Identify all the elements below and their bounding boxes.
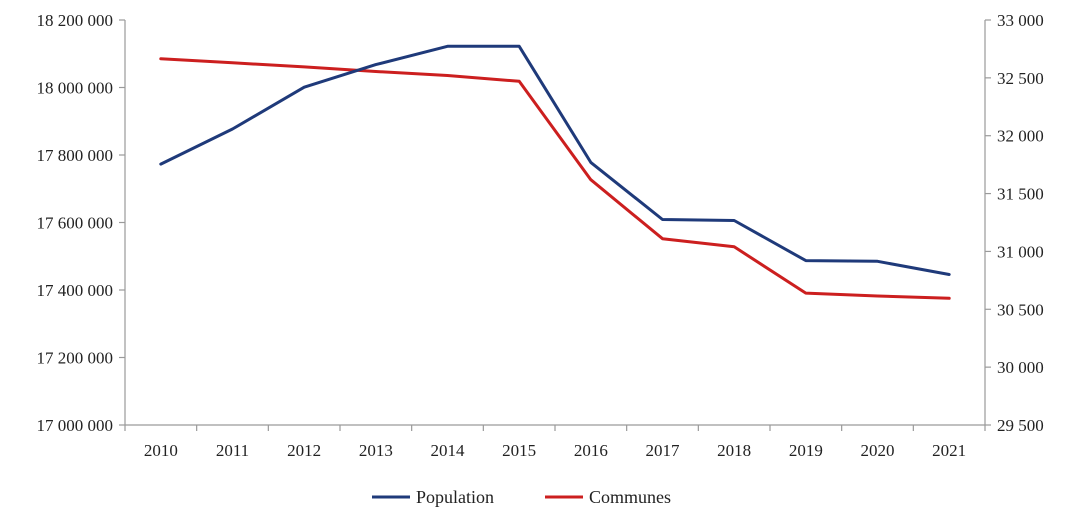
x-tick-label: 2018 <box>717 441 751 460</box>
x-tick-label: 2017 <box>646 441 681 460</box>
x-axis: 2010 2011 2012 2013 2014 2015 2016 2017 2018 2019… <box>124 424 986 460</box>
right-y-tick-label: 30 000 <box>997 358 1044 377</box>
left-y-ticks: 17 000 000 17 200 000 17 400 000 17 600 000… <box>37 11 125 435</box>
x-tick-label: 2016 <box>574 441 608 460</box>
x-tick-label: 2010 <box>144 441 178 460</box>
series-line-population <box>159 44 951 276</box>
x-tick-label: 2020 <box>861 441 895 460</box>
x-ticks: 2010 2011 2012 2013 2014 2015 2016 2017 2018 2019… <box>124 425 986 460</box>
legend: Population Communes <box>372 487 671 507</box>
series-layer <box>159 44 951 300</box>
right-y-tick-label: 32 500 <box>997 69 1044 88</box>
left-y-tick-label: 17 400 000 <box>37 281 114 300</box>
left-y-tick-label: 17 000 000 <box>37 416 114 435</box>
x-tick-label: 2013 <box>359 441 393 460</box>
x-tick-label: 2021 <box>932 441 966 460</box>
right-y-tick-label: 30 500 <box>997 300 1044 319</box>
right-y-tick-label: 31 000 <box>997 242 1044 261</box>
left-y-tick-label: 17 800 000 <box>37 146 114 165</box>
series-line-communes <box>159 57 951 300</box>
left-y-tick-label: 17 600 000 <box>37 214 114 233</box>
left-y-tick-label: 17 200 000 <box>37 349 114 368</box>
x-tick-label: 2011 <box>216 441 249 460</box>
left-y-tick-label: 18 000 000 <box>37 79 114 98</box>
right-y-axis: 29 500 30 000 30 500 31 000 31 500 32 000 32 5… <box>984 11 1044 435</box>
right-y-tick-label: 31 500 <box>997 185 1044 204</box>
x-tick-label: 2015 <box>502 441 536 460</box>
right-y-tick-label: 32 000 <box>997 127 1044 146</box>
x-tick-label: 2019 <box>789 441 823 460</box>
right-y-tick-label: 29 500 <box>997 416 1044 435</box>
left-y-tick-label: 18 200 000 <box>37 11 114 30</box>
legend-label-population: Population <box>416 487 494 507</box>
x-tick-label: 2014 <box>431 441 466 460</box>
x-tick-label: 2012 <box>287 441 321 460</box>
right-y-tick-label: 33 000 <box>997 11 1044 30</box>
right-y-ticks: 29 500 30 000 30 500 31 000 31 500 32 000 32 5… <box>985 11 1044 435</box>
left-y-axis: 17 000 000 17 200 000 17 400 000 17 600 000… <box>37 11 126 435</box>
legend-label-communes: Communes <box>589 487 671 507</box>
